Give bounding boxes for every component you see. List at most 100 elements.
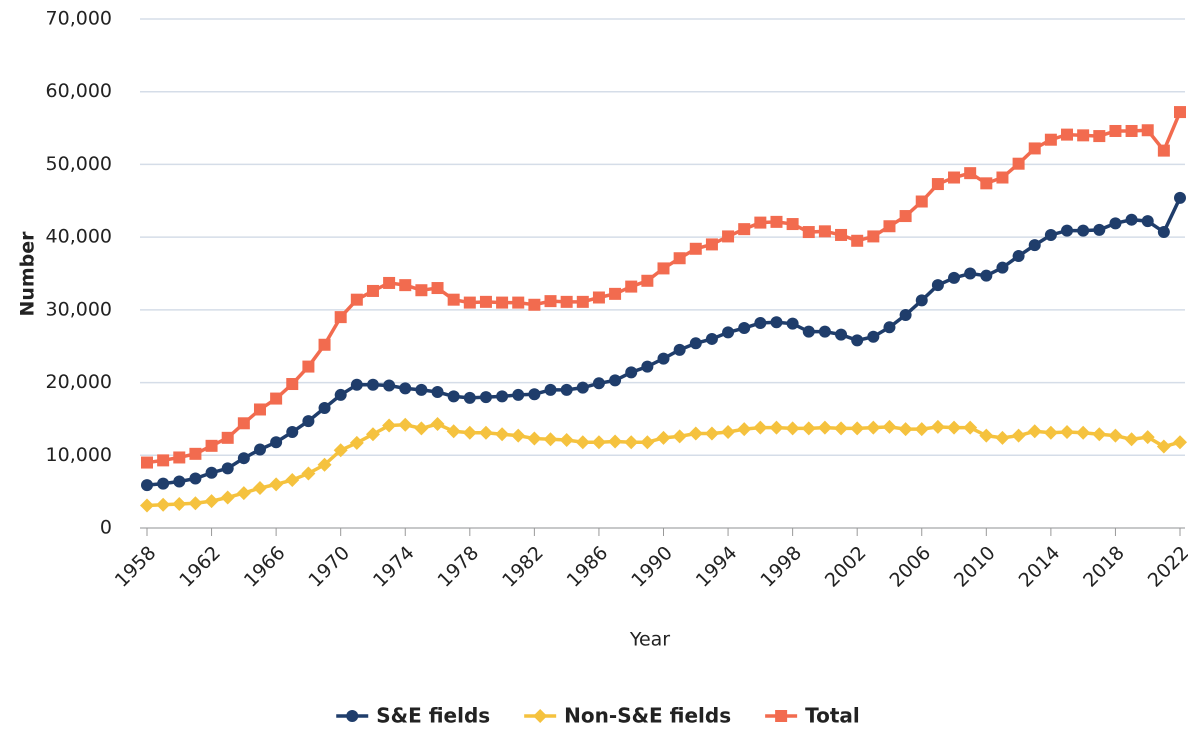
marker [996,171,1009,184]
y-tick-label: 10,000 [46,444,112,466]
marker [801,421,816,436]
marker [980,269,993,282]
marker [141,456,153,469]
x-tick-label: 1986 [563,542,613,592]
marker [350,378,363,391]
marker [641,274,654,287]
marker [366,378,379,391]
marker [399,382,412,395]
marker [237,452,250,465]
marker [1077,224,1090,237]
marker [883,321,896,334]
y-tick-label: 60,000 [46,80,112,102]
marker [286,378,299,391]
marker [1011,428,1026,443]
marker [1141,215,1154,228]
marker [866,420,881,435]
marker [318,402,331,415]
marker [673,343,686,356]
marker [898,422,913,437]
marker [575,435,590,450]
marker [576,381,589,394]
marker [754,216,767,229]
marker [1044,228,1057,241]
marker [867,330,880,343]
marker [286,426,299,439]
x-tick-label: 1982 [498,542,548,592]
marker [931,178,944,191]
marker [301,466,316,481]
marker [447,293,460,306]
marker [576,295,589,308]
marker [528,388,541,401]
marker [850,421,865,436]
marker [672,429,687,444]
marker [1174,191,1186,204]
marker [317,457,332,472]
marker [544,383,557,396]
marker [609,287,622,300]
x-tick-label: 1978 [433,542,483,592]
y-tick-label: 70,000 [46,8,112,30]
x-tick-label: 2014 [1015,542,1065,592]
marker [769,420,784,435]
marker [738,223,751,236]
marker [786,218,799,231]
marker [721,425,736,440]
y-tick-label: 30,000 [46,298,112,320]
marker [704,426,719,441]
x-tick-label: 1958 [111,542,161,592]
marker [512,388,525,401]
marker [285,473,300,488]
marker [1061,128,1074,141]
marker [625,280,638,293]
x-tick-label: 1974 [369,542,419,592]
marker [383,276,396,289]
marker [189,472,202,485]
marker [205,439,218,452]
marker [673,252,686,265]
marker [915,294,928,307]
marker [899,210,912,223]
marker [496,390,509,403]
marker [963,420,978,435]
x-tick-label: 1994 [692,542,742,592]
marker [1174,106,1186,119]
marker [947,420,962,435]
marker [382,418,397,433]
marker [415,383,428,396]
marker [948,171,961,184]
marker [560,295,573,308]
marker [462,425,477,440]
marker [1076,425,1091,440]
marker [512,296,525,309]
marker [591,435,606,450]
x-axis-label: Year [629,629,670,651]
legend-item: S&E fields [336,704,490,728]
marker [770,215,783,228]
marker [205,466,218,479]
marker [415,284,428,297]
marker [141,479,153,492]
marker [1125,124,1138,137]
marker [914,422,929,437]
marker [318,338,331,351]
marker [365,427,380,442]
y-tick-label: 50,000 [46,153,112,175]
marker [625,366,638,379]
marker [431,386,444,399]
marker [818,225,831,238]
x-tick-label: 1962 [175,542,225,592]
marker [609,374,622,387]
marker [899,308,912,321]
marker [1124,432,1139,447]
marker [350,293,363,306]
marker [236,486,251,501]
marker [980,177,993,190]
marker [995,430,1010,445]
marker [334,311,347,324]
marker [544,295,557,308]
marker [770,316,783,329]
marker [624,435,639,450]
